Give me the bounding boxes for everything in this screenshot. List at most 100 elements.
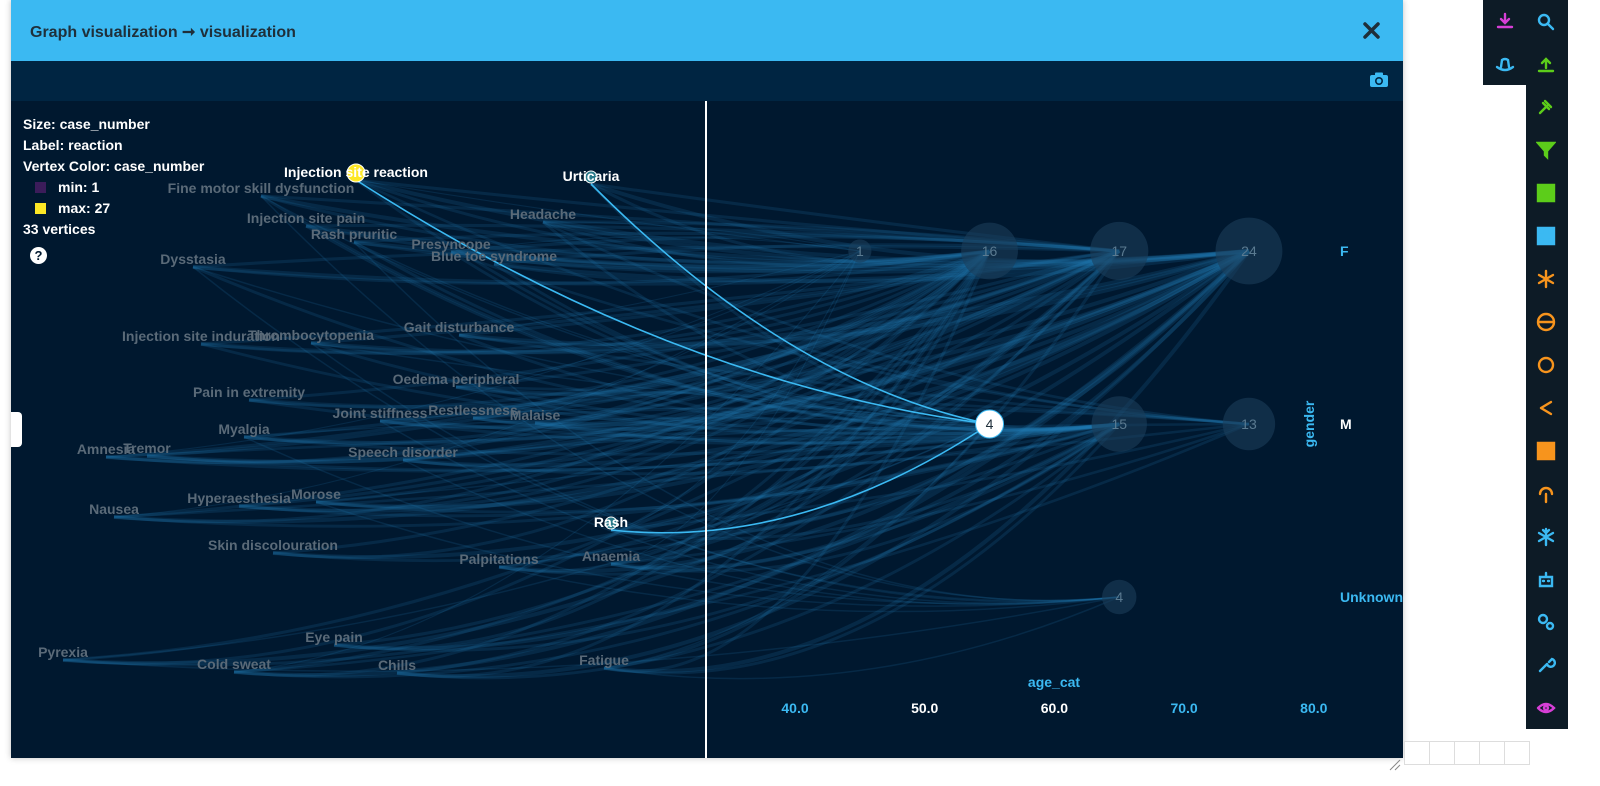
wrench-button[interactable]: [1530, 649, 1562, 681]
edge: [113, 422, 1250, 519]
graph-canvas[interactable]: Injection site reaction Urticaria Fine mot…: [11, 101, 1403, 758]
snowflake-button[interactable]: [1530, 521, 1562, 553]
edge: [472, 416, 1120, 445]
reaction-label[interactable]: Pyrexia: [38, 644, 88, 660]
legend-label: Label: reaction: [23, 137, 123, 153]
highlight-edge: [590, 183, 990, 425]
reaction-label[interactable]: Dysstasia: [160, 251, 226, 267]
page-button[interactable]: [1454, 741, 1480, 765]
screenshot-button[interactable]: [1369, 71, 1389, 89]
reaction-label[interactable]: Malaise: [510, 407, 561, 423]
reaction-label[interactable]: Blue toe syndrome: [431, 248, 557, 264]
reaction-label[interactable]: Headache: [510, 206, 576, 222]
upload-button[interactable]: [1530, 49, 1562, 81]
reaction-label[interactable]: Anaemia: [582, 548, 641, 564]
edge: [243, 417, 990, 438]
reaction-label[interactable]: Chills: [378, 657, 416, 673]
gender-age-node[interactable]: [961, 222, 1018, 280]
side-panel-toggle[interactable]: [11, 412, 22, 447]
reaction-label[interactable]: Speech disorder: [348, 444, 458, 460]
page-button[interactable]: [1429, 741, 1455, 765]
search-button[interactable]: [1530, 6, 1562, 38]
page-button[interactable]: [1404, 741, 1430, 765]
reaction-label[interactable]: Rash: [594, 514, 628, 530]
reaction-label[interactable]: Injection site induration: [122, 328, 280, 344]
edge: [402, 423, 990, 461]
grid-button[interactable]: [1530, 177, 1562, 209]
robot-button[interactable]: [1530, 564, 1562, 596]
edge: [610, 250, 861, 531]
reaction-node[interactable]: [584, 170, 598, 184]
edge: [243, 249, 991, 445]
edge: [192, 266, 1120, 602]
reaction-label[interactable]: Myalgia: [218, 421, 270, 437]
reaction-label[interactable]: Joint stiffness: [333, 405, 428, 421]
reaction-label[interactable]: Pain in extremity: [193, 384, 305, 400]
edge: [603, 250, 1121, 670]
cowboy-hat-button[interactable]: [1489, 49, 1521, 81]
edge: [333, 250, 991, 650]
eye-button[interactable]: [1530, 692, 1562, 724]
podcast-button[interactable]: [1530, 478, 1562, 510]
reaction-label[interactable]: Hyperaesthesia: [187, 490, 291, 506]
reaction-label[interactable]: Injection site pain: [247, 210, 365, 226]
reaction-label[interactable]: Urticaria: [563, 168, 620, 184]
reaction-label[interactable]: Palpitations: [459, 551, 539, 567]
circle-button[interactable]: [1530, 349, 1562, 381]
edge: [243, 249, 1120, 439]
globe-icon: [1536, 312, 1556, 332]
gender-age-node[interactable]: [1091, 396, 1147, 452]
reaction-label[interactable]: Nausea: [89, 501, 139, 517]
globe-button[interactable]: [1530, 306, 1562, 338]
reaction-label[interactable]: Injection site reaction: [284, 164, 428, 180]
gender-age-node[interactable]: [1222, 397, 1276, 451]
page-button[interactable]: [1479, 741, 1505, 765]
th-button[interactable]: [1530, 435, 1562, 467]
reaction-label[interactable]: Amnesia: [77, 441, 136, 457]
edge: [146, 249, 991, 464]
edge: [233, 249, 1251, 678]
reaction-label[interactable]: Cold sweat: [197, 656, 271, 672]
edge: [315, 422, 1120, 514]
reaction-label[interactable]: Fine motor skill dysfunction: [168, 180, 355, 196]
resize-grip-icon[interactable]: [1388, 758, 1402, 772]
reaction-label[interactable]: Presyncope: [411, 236, 491, 252]
reaction-label[interactable]: Gait disturbance: [404, 319, 515, 335]
filter-button[interactable]: [1530, 134, 1562, 166]
edge: [310, 249, 1250, 355]
edge: [310, 341, 1120, 436]
download-button[interactable]: [1489, 6, 1521, 38]
gender-age-node[interactable]: [975, 409, 1005, 439]
reaction-label[interactable]: Skin discolouration: [208, 537, 338, 553]
edge: [315, 501, 1120, 607]
asterisk-button[interactable]: [1530, 263, 1562, 295]
reaction-node[interactable]: [604, 516, 618, 530]
gender-age-node[interactable]: [848, 239, 872, 263]
gavel-button[interactable]: [1530, 91, 1562, 123]
gender-age-node[interactable]: [1102, 579, 1137, 615]
eye-icon: [1536, 702, 1556, 714]
reaction-label[interactable]: Oedema peripheral: [393, 371, 520, 387]
filter-icon: [1536, 141, 1556, 160]
gender-age-node[interactable]: [1090, 221, 1149, 281]
reaction-label[interactable]: Morose: [291, 486, 341, 502]
edge: [315, 249, 1251, 509]
reaction-label[interactable]: Rash pruritic: [311, 226, 398, 242]
reaction-label[interactable]: Tremor: [123, 440, 171, 456]
reaction-label[interactable]: Eye pain: [305, 629, 363, 645]
reaction-label[interactable]: Thrombocytopenia: [248, 327, 374, 343]
table-button[interactable]: [1530, 220, 1562, 252]
gender-age-node[interactable]: [1215, 217, 1283, 285]
close-button[interactable]: [1359, 15, 1385, 45]
reaction-label[interactable]: Restlessness: [428, 402, 518, 418]
page-button[interactable]: [1504, 741, 1530, 765]
graph-svg[interactable]: Injection site reaction Urticaria Fine mot…: [11, 101, 1403, 758]
highlight-edge: [355, 179, 990, 425]
help-icon[interactable]: ?: [30, 247, 47, 264]
cogs-button[interactable]: [1530, 606, 1562, 638]
reaction-label[interactable]: Fatigue: [579, 652, 629, 668]
reaction-node[interactable]: [346, 163, 366, 183]
share-button[interactable]: [1530, 392, 1562, 424]
edge: [333, 422, 1121, 652]
asterisk-icon: [1537, 269, 1555, 289]
